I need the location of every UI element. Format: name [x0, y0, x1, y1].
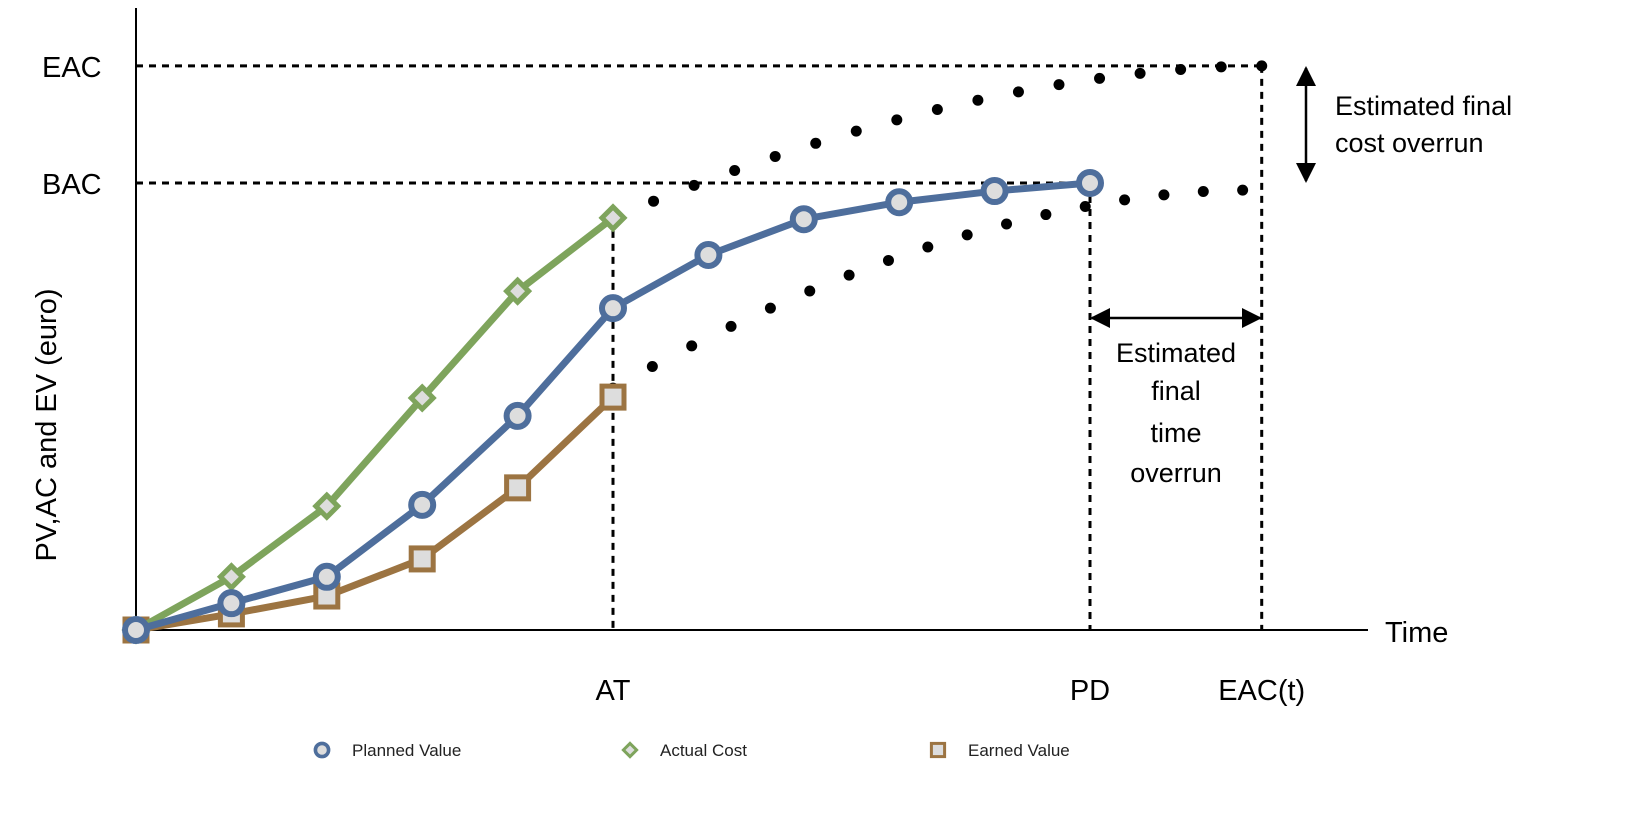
forecast-dot — [843, 269, 855, 281]
data-point — [122, 616, 150, 644]
y-marker-label-bac: BAC — [42, 169, 102, 201]
data-point — [621, 741, 639, 759]
data-point — [312, 491, 342, 521]
series-line — [135, 394, 616, 634]
forecast-dot — [891, 114, 903, 126]
reference-lines — [136, 64, 1264, 630]
forecast-dot — [850, 125, 862, 137]
time-overrun-label-line3: time — [1150, 418, 1201, 448]
data-point — [599, 383, 627, 411]
legend-item-planned-value: Planned Value — [313, 741, 461, 760]
data-point — [407, 383, 437, 413]
data-point — [789, 205, 818, 234]
forecast-dot — [648, 195, 660, 207]
forecast-dot — [810, 137, 822, 149]
forecast-dot — [769, 150, 781, 162]
data-point — [504, 474, 532, 502]
x-marker-label-1: PD — [1070, 675, 1110, 707]
forecast-dot — [804, 285, 816, 297]
forecast-dot — [882, 254, 894, 266]
y-axis-label: PV,AC and EV (euro) — [31, 289, 63, 562]
forecast-dot — [1134, 67, 1146, 79]
legend: Planned Value Actual Cost Earned Value — [313, 741, 1070, 760]
data-point — [598, 203, 628, 233]
series-planned-value — [122, 169, 1104, 644]
data-point — [929, 741, 947, 759]
data-point — [503, 276, 533, 306]
data-point — [217, 589, 246, 618]
cost-overrun-label-line1: Estimated final — [1335, 91, 1512, 121]
series-actual-cost — [121, 203, 628, 645]
data-point — [312, 562, 341, 591]
forecast-dot — [972, 94, 984, 106]
forecast-dot — [1215, 61, 1227, 73]
time-overrun-label-line4: overrun — [1130, 458, 1222, 488]
forecast-dot — [688, 179, 700, 191]
legend-label: Planned Value — [352, 741, 461, 760]
forecast-dot — [931, 104, 943, 116]
forecast-dot — [764, 302, 776, 314]
x-marker-label-0: AT — [596, 675, 631, 707]
y-marker-label-eac: EAC — [42, 52, 102, 84]
x-marker-label-2: EAC(t) — [1218, 675, 1305, 707]
data-point — [980, 177, 1009, 206]
time-overrun-label-line2: final — [1151, 376, 1201, 406]
forecast-dot — [1256, 60, 1268, 72]
cost-overrun-label-line2: cost overrun — [1335, 128, 1484, 158]
forecast-dot — [1197, 185, 1209, 197]
legend-item-actual-cost: Actual Cost — [621, 741, 747, 760]
data-point — [408, 545, 436, 573]
data-point — [599, 294, 627, 323]
data-point — [313, 741, 331, 759]
forecast-dot — [1094, 72, 1106, 84]
forecast-dot — [1053, 79, 1065, 91]
forecast-dot — [1237, 184, 1249, 196]
data-point — [694, 240, 723, 269]
forecast-dot — [1012, 86, 1024, 98]
forecast-dot — [1175, 63, 1187, 75]
forecast-dot — [686, 340, 698, 352]
forecast-dot — [1001, 218, 1013, 230]
forecast-dot — [1079, 200, 1091, 212]
forecast-dot — [1119, 194, 1131, 206]
data-point — [216, 562, 246, 592]
legend-label: Actual Cost — [660, 741, 747, 760]
series-line — [134, 215, 616, 634]
legend-item-earned-value: Earned Value — [929, 741, 1070, 760]
forecast-dot — [1158, 189, 1170, 201]
data-point — [408, 490, 437, 519]
forecast-dot — [1040, 209, 1052, 221]
forecast-dot — [961, 229, 973, 241]
series-earned-value — [122, 383, 627, 644]
legend-label: Earned Value — [968, 741, 1070, 760]
data-point — [885, 188, 914, 217]
data-point — [1076, 169, 1104, 197]
forecast-dot — [646, 360, 658, 372]
x-axis-label: Time — [1385, 617, 1448, 649]
forecast-dot — [729, 164, 741, 176]
forecast-dot — [725, 320, 737, 332]
time-overrun-label-line1: Estimated — [1116, 338, 1236, 368]
data-point — [503, 401, 532, 430]
forecast-dot — [922, 241, 934, 253]
